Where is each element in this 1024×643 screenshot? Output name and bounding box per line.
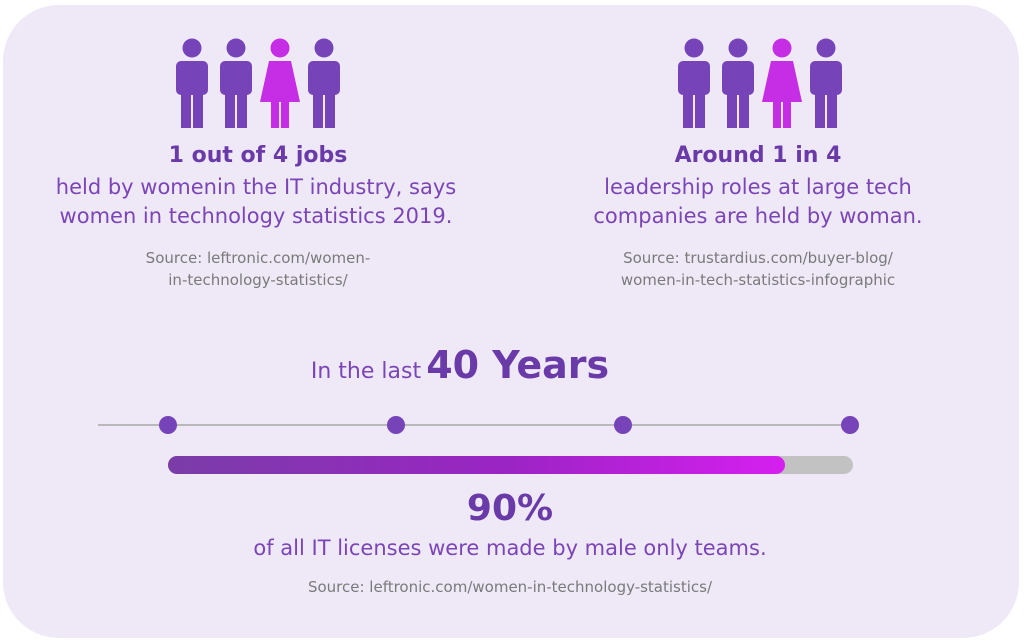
woman-icon (762, 38, 802, 128)
stat-desc-left-line1: held by womenin the IT industry, says (55, 175, 457, 199)
stat-source-left-line2: in-technology-statistics/ (168, 271, 348, 289)
man-icon (722, 38, 754, 128)
man-icon (220, 38, 252, 128)
people-icons-right (678, 38, 842, 128)
stat-desc-right-line2: companies are held by woman. (593, 204, 923, 228)
percent-description: of all IT licenses were made by male onl… (253, 536, 767, 560)
woman-icon (260, 38, 300, 128)
man-icon (810, 38, 842, 128)
timeline-heading-years: 40 Years (426, 343, 610, 387)
timeline-heading-prefix: In the last (310, 359, 422, 384)
timeline-heading: In the last 40 Years (250, 343, 670, 387)
stat-source-right-line1: Source: trustardius.com/buyer-blog/ (623, 249, 893, 267)
stat-title-right: Around 1 in 4 (674, 143, 842, 168)
people-icons-left (176, 38, 340, 128)
stat-desc-left-line2: women in technology statistics 2019. (59, 204, 453, 228)
bottom-source: Source: leftronic.com/women-in-technolog… (307, 578, 713, 596)
man-icon (308, 38, 340, 128)
man-icon (678, 38, 710, 128)
stat-source-right-line2: women-in-tech-statistics-infographic (620, 271, 896, 289)
stat-title-left: 1 out of 4 jobs (168, 143, 348, 168)
infographic-card (3, 5, 1019, 638)
man-icon (176, 38, 208, 128)
stat-desc-right-line1: leadership roles at large tech (604, 175, 912, 199)
percent-value: 90% (466, 488, 554, 529)
stat-source-left-line1: Source: leftronic.com/women- (145, 249, 371, 267)
progress-fill (168, 456, 785, 474)
progress-bar (168, 456, 853, 474)
